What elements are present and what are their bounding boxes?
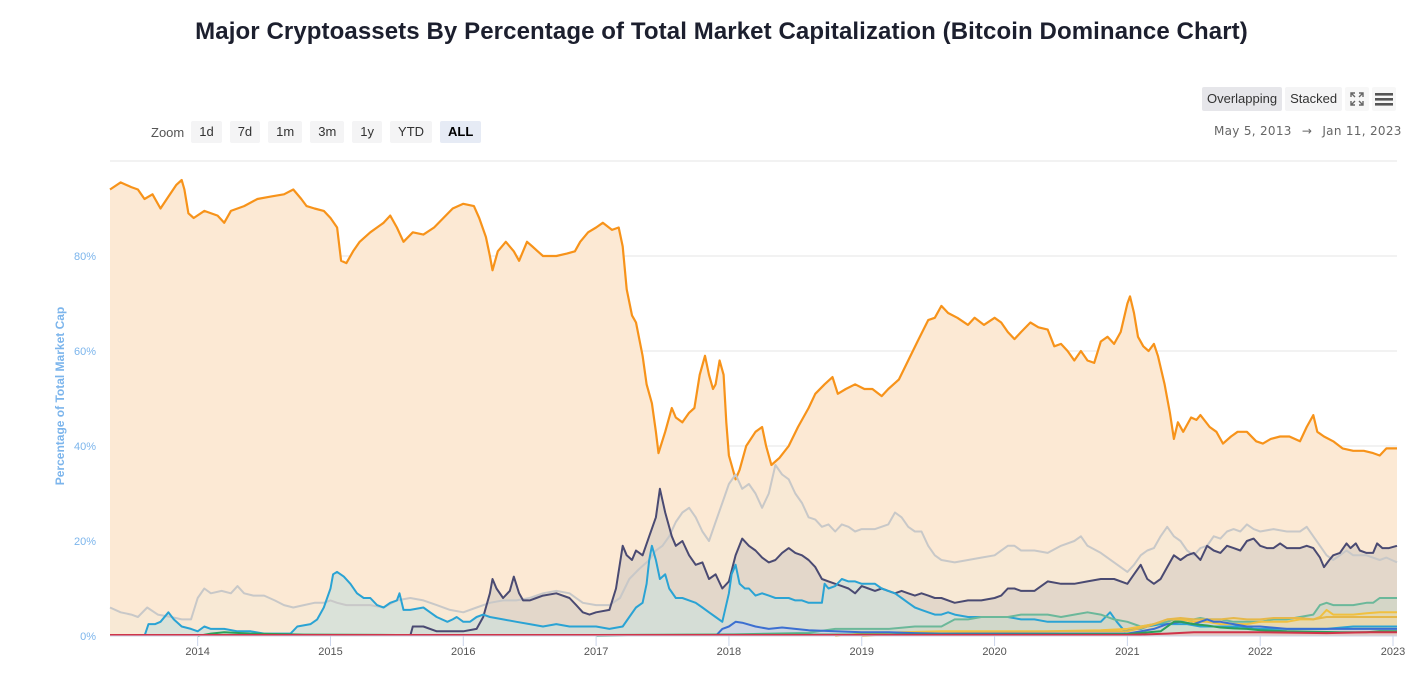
series-area-0 — [110, 180, 1397, 636]
y-tick-label: 20% — [74, 536, 96, 548]
zoom-range-selector: Zoom 1d 7d 1m 3m 1y YTD ALL — [151, 121, 489, 143]
series-lines — [109, 178, 1398, 637]
series-line-3[interactable] — [143, 544, 1398, 637]
zoom-button-7d[interactable]: 7d — [229, 121, 261, 143]
x-tick-label: 2022 — [1248, 646, 1272, 658]
x-tick-label: 2016 — [451, 646, 475, 658]
zoom-button-1d[interactable]: 1d — [191, 121, 222, 143]
y-tick-label: 0% — [80, 631, 96, 643]
y-axis-title: Percentage of Total Market Cap — [53, 307, 67, 486]
x-tick-label: 2020 — [982, 646, 1006, 658]
y-tick-label: 40% — [74, 441, 96, 453]
y-tick-label: 60% — [74, 346, 96, 358]
series-area-3 — [144, 545, 1397, 636]
chart-mode-toolbar: Overlapping Stacked — [1202, 87, 1399, 111]
x-axis-ticks: 2014 2015 2016 2017 2018 2019 2020 2021 2022 2023 — [185, 636, 1405, 658]
x-tick-label: 2014 — [185, 646, 209, 658]
series-line-1[interactable] — [109, 464, 1398, 621]
zoom-button-all[interactable]: ALL — [440, 121, 482, 143]
zoom-label: Zoom — [151, 124, 185, 140]
stacked-button[interactable]: Stacked — [1285, 87, 1343, 111]
zoom-button-1y[interactable]: 1y — [352, 121, 383, 143]
chart-title: Major Cryptoassets By Percentage of Tota… — [195, 18, 1248, 45]
series-line-2[interactable] — [409, 487, 1398, 637]
chart-menu-button[interactable] — [1372, 87, 1397, 111]
x-tick-label: 2019 — [850, 646, 874, 658]
x-tick-label: 2015 — [318, 646, 342, 658]
zoom-button-3m[interactable]: 3m — [310, 121, 345, 143]
series-line-6[interactable] — [861, 616, 1397, 637]
zoom-button-ytd[interactable]: YTD — [390, 121, 433, 143]
overlapping-button[interactable]: Overlapping — [1202, 87, 1283, 111]
date-range-to[interactable]: Jan 11, 2023 — [1322, 124, 1402, 138]
hamburger-menu-icon — [1375, 93, 1394, 106]
y-tick-label: 80% — [74, 251, 96, 263]
x-tick-label: 2018 — [717, 646, 741, 658]
series-areas — [110, 180, 1398, 636]
x-tick-label: 2021 — [1115, 646, 1139, 658]
zoom-button-1m[interactable]: 1m — [268, 121, 303, 143]
date-range-from[interactable]: May 5, 2013 — [1214, 124, 1292, 138]
y-axis-ticks: 0% 20% 40% 60% 80% — [74, 251, 96, 643]
date-range-arrow: → — [1301, 124, 1313, 138]
date-range-display: May 5, 2013 → Jan 11, 2023 — [1214, 124, 1402, 138]
series-line-9[interactable] — [110, 631, 1397, 636]
series-line-0[interactable] — [109, 178, 1397, 481]
x-tick-label: 2017 — [584, 646, 608, 658]
fullscreen-icon — [1350, 92, 1364, 106]
fullscreen-button[interactable] — [1345, 87, 1370, 111]
x-tick-label: 2023 — [1381, 646, 1405, 658]
